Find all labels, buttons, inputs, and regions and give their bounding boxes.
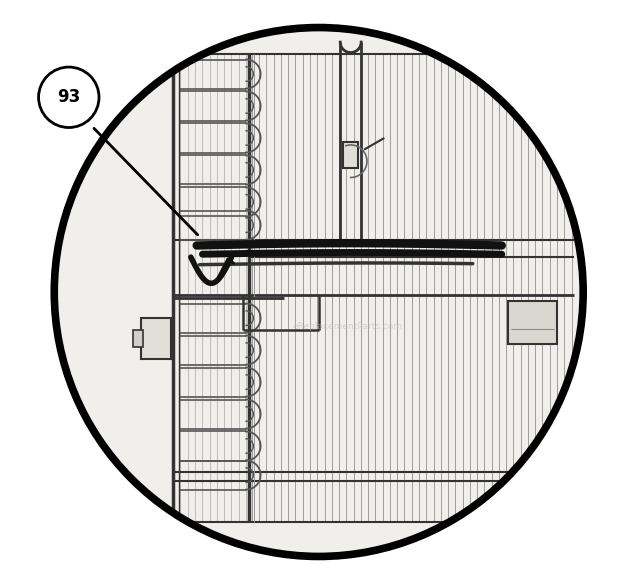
Text: 93: 93 [57, 88, 81, 106]
Bar [508, 301, 557, 345]
Bar [133, 331, 143, 347]
Bar [141, 318, 171, 359]
Circle shape [56, 30, 581, 554]
Circle shape [38, 67, 99, 127]
Bar [343, 142, 358, 169]
Text: eReplacementParts.com: eReplacementParts.com [293, 322, 403, 331]
